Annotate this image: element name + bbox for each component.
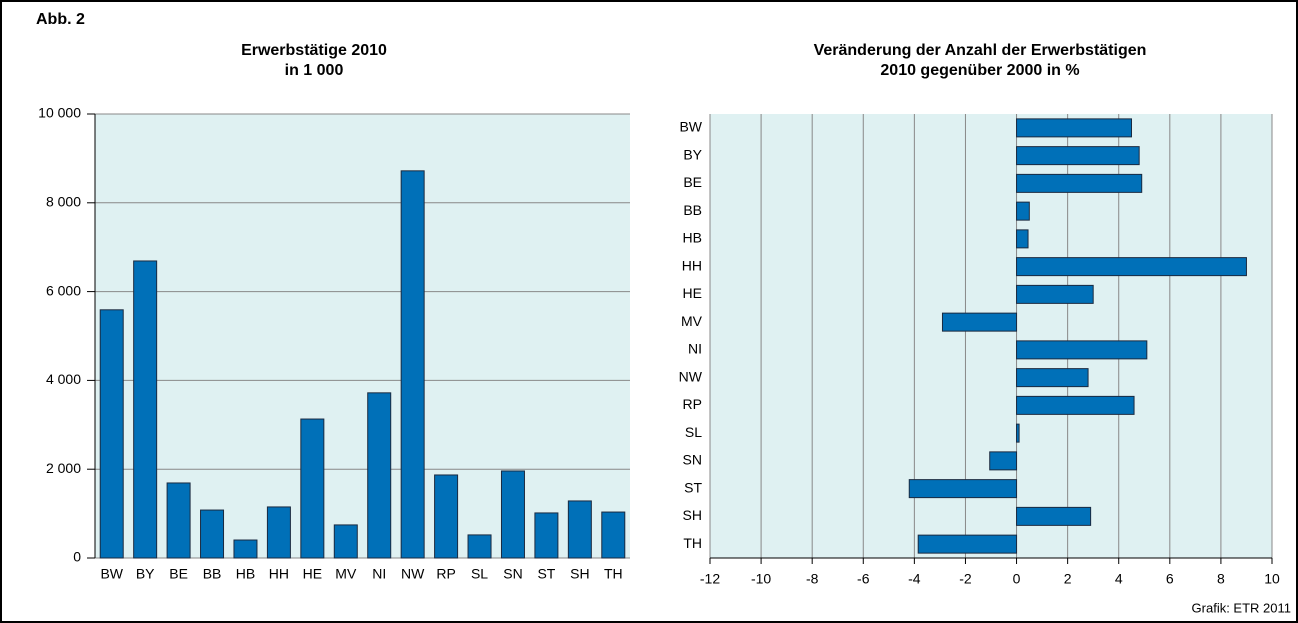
- y-tick-label: ST: [684, 479, 702, 495]
- bar: [1016, 284, 1094, 304]
- bar: [1016, 423, 1020, 443]
- bar: [434, 474, 459, 559]
- x-tick-label: 0: [1013, 571, 1021, 587]
- x-tick-label: RP: [436, 566, 455, 582]
- x-tick-label: BB: [203, 566, 222, 582]
- chart-title: Erwerbstätige 2010: [241, 42, 387, 59]
- bar: [1016, 506, 1092, 526]
- bar: [1016, 368, 1089, 388]
- y-tick-label: MV: [681, 313, 703, 329]
- bar: [233, 539, 258, 559]
- x-tick-label: BE: [169, 566, 188, 582]
- x-tick-label: -12: [700, 571, 720, 587]
- y-tick-label: TH: [683, 535, 702, 551]
- bar: [534, 512, 559, 559]
- x-tick-label: -4: [908, 571, 921, 587]
- bar: [300, 418, 325, 559]
- y-tick-label: HH: [682, 257, 702, 273]
- x-tick-label: NI: [372, 566, 386, 582]
- x-tick-label: 8: [1217, 571, 1225, 587]
- source: Grafik: ETR 2011: [1192, 600, 1291, 615]
- x-tick-label: 2: [1064, 571, 1072, 587]
- bar: [1016, 257, 1247, 277]
- x-tick-label: SH: [570, 566, 589, 582]
- bar: [1016, 395, 1135, 415]
- bar: [467, 534, 492, 559]
- x-tick-label: -8: [806, 571, 819, 587]
- y-tick-label: SH: [683, 507, 702, 523]
- y-tick-label: SL: [685, 424, 702, 440]
- bar: [1016, 173, 1143, 193]
- bar: [989, 451, 1018, 471]
- x-tick-label: SL: [471, 566, 488, 582]
- bar: [133, 260, 158, 559]
- y-tick-label: 6 000: [46, 282, 81, 298]
- bar: [601, 511, 626, 559]
- y-tick-label: BB: [683, 202, 702, 218]
- y-tick-label: HE: [683, 285, 702, 301]
- chart-title: Veränderung der Anzahl der Erwerbstätige…: [814, 42, 1147, 59]
- x-tick-label: BW: [100, 566, 123, 582]
- bar: [1016, 201, 1030, 221]
- y-tick-label: 10 000: [38, 105, 81, 121]
- x-tick-label: TH: [604, 566, 623, 582]
- bar: [941, 312, 1018, 332]
- bar: [500, 470, 525, 559]
- x-tick-label: MV: [335, 566, 357, 582]
- x-tick-label: -6: [857, 571, 870, 587]
- x-tick-label: HE: [303, 566, 322, 582]
- y-tick-label: NI: [688, 341, 702, 357]
- chart-title: 2010 gegenüber 2000 in %: [880, 62, 1079, 79]
- chart-title: in 1 000: [285, 62, 344, 79]
- y-tick-label: SN: [683, 452, 702, 468]
- x-tick-label: HH: [269, 566, 289, 582]
- bar: [1016, 340, 1148, 360]
- y-tick-label: RP: [683, 396, 702, 412]
- x-tick-label: HB: [236, 566, 255, 582]
- bar: [1016, 229, 1029, 249]
- y-tick-label: 4 000: [46, 371, 81, 387]
- bar: [1016, 118, 1133, 138]
- y-tick-label: 0: [73, 549, 81, 565]
- bar: [166, 482, 191, 559]
- y-tick-label: 8 000: [46, 194, 81, 210]
- bar: [400, 170, 425, 559]
- bar: [266, 506, 291, 559]
- bar: [567, 500, 592, 559]
- y-tick-label: BE: [683, 174, 702, 190]
- y-tick-label: NW: [679, 368, 703, 384]
- x-tick-label: NW: [401, 566, 425, 582]
- y-tick-label: BW: [679, 119, 702, 135]
- y-tick-label: 2 000: [46, 460, 81, 476]
- bar: [917, 534, 1018, 554]
- bar: [367, 392, 392, 559]
- x-tick-label: ST: [537, 566, 555, 582]
- x-tick-label: BY: [136, 566, 155, 582]
- x-tick-label: -10: [751, 571, 771, 587]
- figure-label: Abb. 2: [36, 11, 85, 28]
- bar: [333, 524, 358, 559]
- y-tick-label: BY: [683, 146, 702, 162]
- bar: [99, 309, 124, 559]
- x-tick-label: 4: [1115, 571, 1123, 587]
- x-tick-label: 10: [1264, 571, 1280, 587]
- x-tick-label: 6: [1166, 571, 1174, 587]
- bar: [908, 479, 1018, 499]
- bar: [1016, 146, 1140, 166]
- y-tick-label: HB: [683, 230, 702, 246]
- x-tick-label: SN: [503, 566, 522, 582]
- x-tick-label: -2: [959, 571, 972, 587]
- bar: [200, 509, 225, 559]
